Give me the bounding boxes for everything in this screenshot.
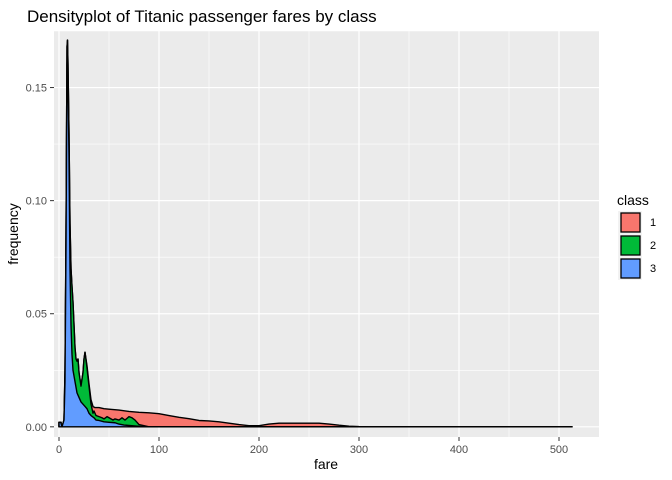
legend-label-1: 1 bbox=[650, 217, 656, 229]
plot-panel bbox=[54, 30, 599, 437]
legend-swatch-3 bbox=[620, 258, 641, 279]
legend-swatch-1 bbox=[620, 212, 641, 233]
x-tick-label: 200 bbox=[250, 444, 268, 456]
x-tick-label: 100 bbox=[150, 444, 168, 456]
legend-label-3: 3 bbox=[650, 263, 656, 275]
density-area-class-2 bbox=[58, 39, 573, 428]
major-gridlines bbox=[54, 31, 599, 437]
density-areas bbox=[58, 39, 573, 428]
legend-swatch-2 bbox=[620, 235, 641, 256]
minor-gridlines bbox=[54, 30, 599, 437]
y-tick-label: 0.10 bbox=[26, 196, 47, 208]
y-tick-label: 0.05 bbox=[26, 309, 47, 321]
y-axis: 0.00 0.05 0.10 0.15 bbox=[26, 83, 54, 434]
chart-title: Densityplot of Titanic passenger fares b… bbox=[27, 7, 377, 26]
x-axis-title: fare bbox=[314, 456, 338, 472]
y-tick-label: 0.00 bbox=[26, 422, 47, 434]
legend-label-2: 2 bbox=[650, 240, 656, 252]
legend-title: class bbox=[617, 192, 649, 208]
panel-background bbox=[54, 31, 599, 437]
x-tick-label: 300 bbox=[350, 444, 368, 456]
y-tick-label: 0.15 bbox=[26, 83, 47, 95]
x-axis: 0 100 200 300 400 500 bbox=[56, 437, 568, 456]
legend: class 1 2 3 bbox=[617, 192, 656, 280]
x-tick-label: 0 bbox=[56, 444, 62, 456]
y-axis-title: frequency bbox=[5, 203, 21, 264]
x-tick-label: 400 bbox=[450, 444, 468, 456]
density-area-class-3 bbox=[58, 55, 573, 428]
x-tick-label: 500 bbox=[550, 444, 568, 456]
